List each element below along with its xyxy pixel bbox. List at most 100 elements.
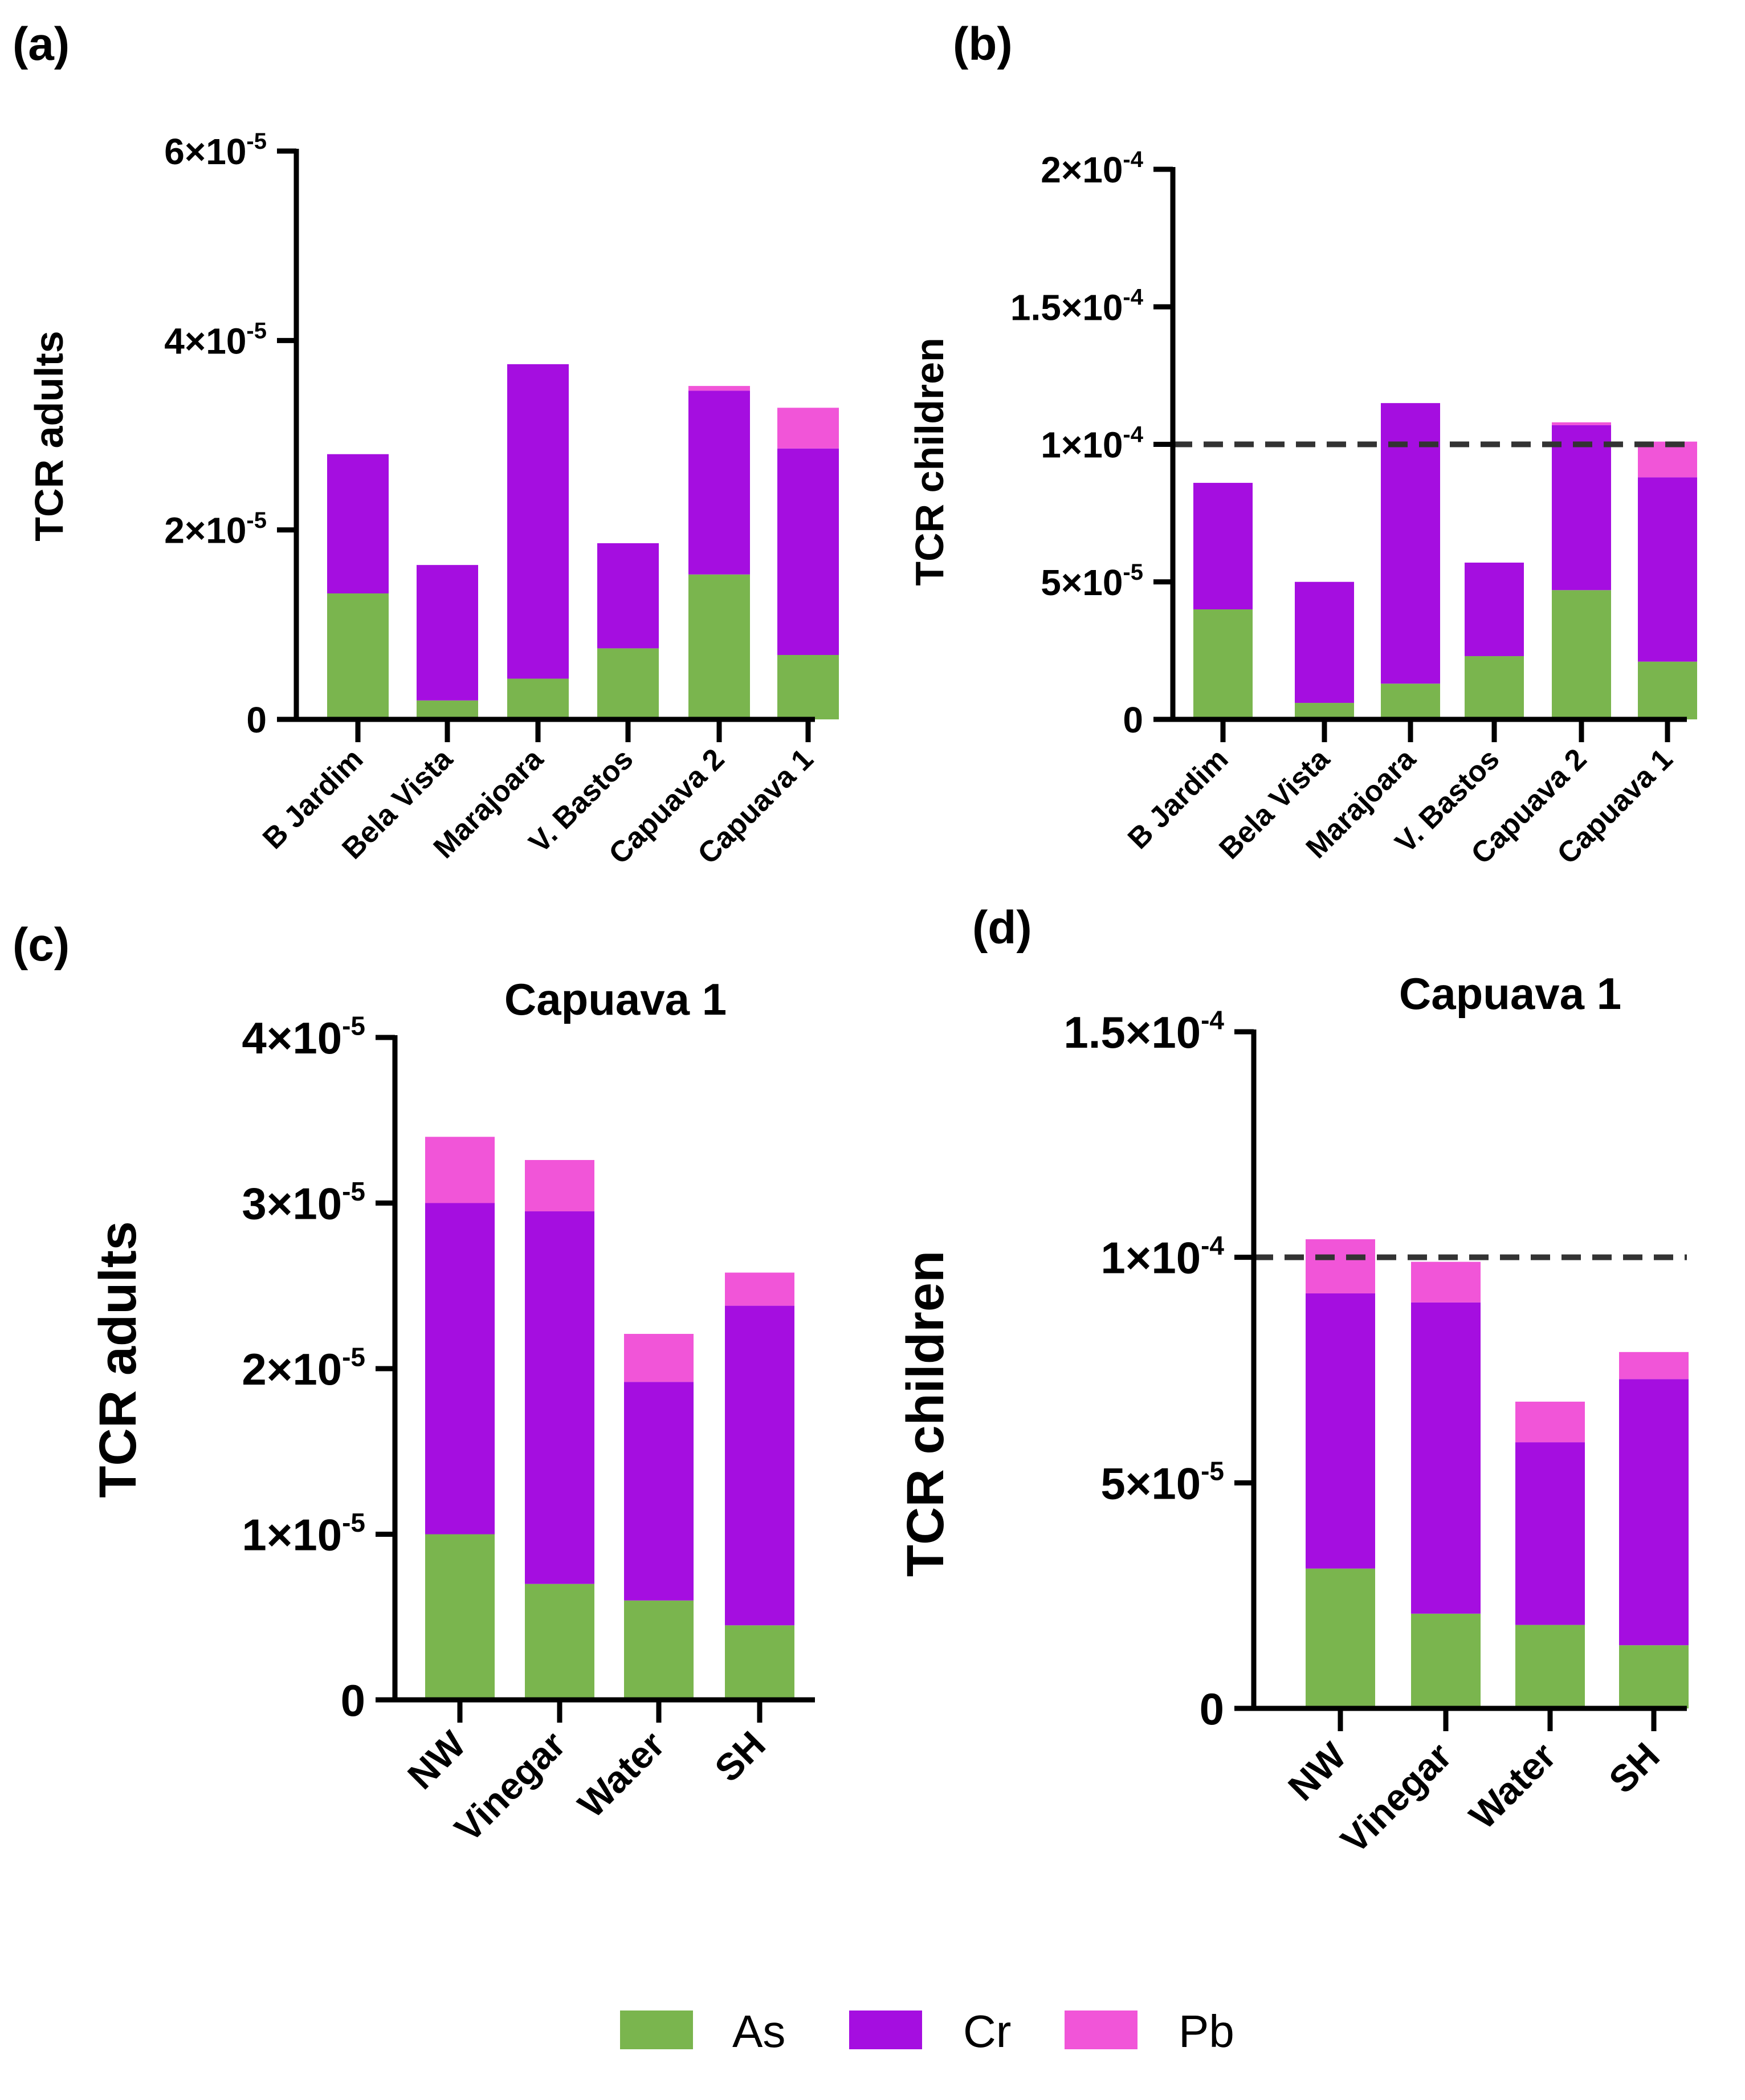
- x-label-vinegar: Vinegar: [1332, 1735, 1459, 1862]
- bar-cr-marajoara: [507, 364, 569, 679]
- y-tick-label: 2×10-4: [1041, 147, 1143, 190]
- bar-as-sh: [725, 1625, 794, 1700]
- panel-label: (d): [972, 902, 1032, 954]
- bar-pb-water: [1515, 1401, 1585, 1443]
- y-tick-label: 1.5×10-4: [1010, 284, 1144, 328]
- bar-cr-nw: [425, 1203, 495, 1535]
- bar-as-b-jardim: [327, 593, 389, 719]
- legend-swatch-as: [620, 2011, 693, 2049]
- legend-label-as: As: [732, 2006, 785, 2057]
- y-tick-label: 5×10-5: [1100, 1456, 1224, 1509]
- bar-as-bela-vista: [1295, 703, 1354, 719]
- x-label-sh: SH: [707, 1723, 773, 1790]
- bar-pb-capuava-2: [688, 386, 750, 391]
- bar-cr-capuava-1: [777, 448, 839, 656]
- y-tick-label: 6×10-5: [164, 129, 267, 172]
- bar-cr-vinegar: [1411, 1302, 1481, 1614]
- y-tick-label: 1.5×10-4: [1063, 1005, 1224, 1057]
- y-tick-label: 3×10-5: [242, 1177, 365, 1229]
- bar-pb-vinegar: [1411, 1261, 1481, 1303]
- bar-cr-water: [624, 1382, 694, 1601]
- panel-c: (c) Capuava 1 TCR adults 0 1×10-5 2×10-5 3×10-…: [13, 919, 815, 1850]
- bar-as-bela-vista: [417, 700, 478, 719]
- bar-pb-capuava-2: [1552, 422, 1611, 425]
- y-axis-title: TCR adults: [89, 1221, 147, 1498]
- bar-as-vinegar: [525, 1584, 594, 1700]
- bar-cr-capuava-2: [688, 390, 750, 575]
- bar-as-marajoara: [507, 678, 569, 719]
- y-tick-label: 2×10-5: [164, 508, 267, 551]
- x-label-water: Water: [1461, 1735, 1564, 1837]
- panel-label: (a): [13, 18, 70, 70]
- bar-cr-b-jardim: [327, 454, 389, 593]
- bar-pb-nw: [425, 1137, 495, 1203]
- bar-cr-sh: [1619, 1379, 1689, 1646]
- y-tick-label: 5×10-5: [1041, 560, 1143, 603]
- bar-as-sh: [1619, 1645, 1689, 1708]
- chart-title: Capuava 1: [1399, 968, 1621, 1019]
- bar-as-capuava-2: [688, 574, 750, 719]
- x-label-vinegar: Vinegar: [446, 1723, 573, 1850]
- y-tick-label: 4×10-5: [242, 1011, 365, 1063]
- y-tick-label: 4×10-5: [164, 318, 267, 361]
- bar-as-nw: [1306, 1568, 1375, 1708]
- panel-b: (b) TCR children 0 5×10-5 1×10-4 1.5×10-4 2×10…: [907, 18, 1697, 870]
- y-tick-label: 0: [246, 699, 267, 740]
- bar-pb-vinegar: [525, 1159, 594, 1212]
- bar-as-v-bastos: [1465, 656, 1524, 719]
- bar-cr-v-bastos: [1465, 562, 1524, 657]
- bar-cr-bela-vista: [1295, 581, 1354, 703]
- bar-pb-sh: [725, 1272, 794, 1306]
- y-tick-label: 1×10-4: [1100, 1231, 1224, 1283]
- bar-pb-capuava-1: [1638, 441, 1697, 478]
- y-axis-title: TCR children: [896, 1251, 955, 1577]
- bar-cr-marajoara: [1381, 403, 1440, 684]
- y-tick-label: 0: [341, 1675, 365, 1725]
- bar-cr-sh: [725, 1305, 794, 1626]
- panel-d: (d) Capuava 1 TCR children 0 5×10-5 1×10-4 1.5…: [896, 902, 1689, 1861]
- x-label-nw: NW: [1280, 1734, 1355, 1809]
- panel-label: (b): [953, 18, 1013, 70]
- y-tick-label: 0: [1123, 699, 1143, 740]
- bar-pb-nw: [1306, 1239, 1375, 1293]
- bar-as-capuava-2: [1552, 590, 1611, 719]
- bar-cr-bela-vista: [417, 565, 478, 701]
- bar-cr-v-bastos: [597, 543, 659, 649]
- bar-as-capuava-1: [777, 655, 839, 719]
- bar-as-v-bastos: [597, 648, 659, 719]
- bar-as-capuava-1: [1638, 661, 1697, 719]
- legend-label-cr: Cr: [963, 2006, 1011, 2057]
- bar-pb-water: [624, 1333, 694, 1382]
- bar-cr-vinegar: [525, 1211, 594, 1584]
- bar-cr-nw: [1306, 1293, 1375, 1569]
- y-tick-label: 1×10-5: [242, 1508, 365, 1560]
- legend-label-pb: Pb: [1179, 2006, 1234, 2057]
- bar-cr-capuava-1: [1638, 477, 1697, 662]
- bar-as-b-jardim: [1193, 609, 1253, 719]
- bar-as-nw: [425, 1534, 495, 1700]
- x-label-nw: NW: [399, 1723, 474, 1797]
- y-axis-title: TCR adults: [27, 331, 71, 541]
- y-tick-label: 2×10-5: [242, 1342, 365, 1394]
- chart-title: Capuava 1: [504, 974, 727, 1024]
- bar-as-water: [624, 1600, 694, 1700]
- bar-as-marajoara: [1381, 683, 1440, 719]
- y-axis-title: TCR children: [907, 337, 952, 586]
- bar-pb-capuava-1: [777, 408, 839, 449]
- legend-swatch-cr: [849, 2011, 922, 2049]
- y-tick-label: 1×10-4: [1041, 422, 1143, 466]
- bar-pb-sh: [1619, 1352, 1689, 1379]
- bar-as-water: [1515, 1625, 1585, 1708]
- y-tick-label: 0: [1200, 1684, 1224, 1734]
- bar-cr-water: [1515, 1442, 1585, 1625]
- legend-swatch-pb: [1065, 2011, 1137, 2049]
- bar-cr-b-jardim: [1193, 483, 1253, 609]
- legend: As Cr Pb: [620, 2006, 1234, 2057]
- bar-as-vinegar: [1411, 1613, 1481, 1708]
- bar-cr-capuava-2: [1552, 425, 1611, 591]
- x-label-water: Water: [570, 1723, 672, 1826]
- x-label-sh: SH: [1601, 1735, 1667, 1801]
- panel-label: (c): [13, 919, 70, 971]
